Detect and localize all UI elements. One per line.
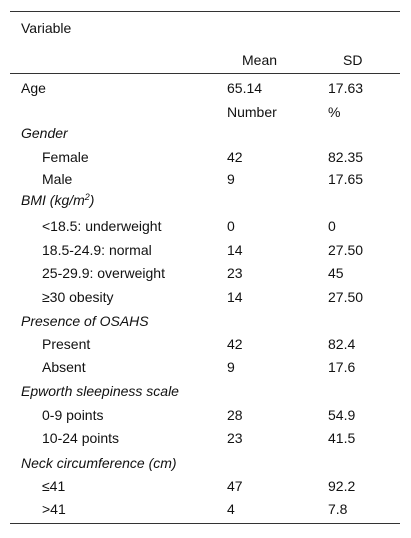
section-gender: Gender xyxy=(21,125,68,141)
osahs-present-number: 42 xyxy=(227,336,243,352)
header-sd: SD xyxy=(343,52,363,68)
osahs-absent-percent: 17.6 xyxy=(328,359,356,375)
neck-gt41-label: >41 xyxy=(42,501,66,517)
header-variable: Variable xyxy=(21,20,72,36)
header-mean: Mean xyxy=(242,52,278,68)
age-label: Age xyxy=(21,80,46,96)
neck-le41-percent: 92.2 xyxy=(328,478,356,494)
neck-gt41-number: 4 xyxy=(227,501,235,517)
epworth-low-label: 0-9 points xyxy=(42,407,104,423)
osahs-present-label: Present xyxy=(42,336,91,352)
epworth-high-number: 23 xyxy=(227,430,243,446)
bmi-overweight-percent: 45 xyxy=(328,265,344,281)
section-osahs: Presence of OSAHS xyxy=(21,313,149,329)
bmi-underweight-number: 0 xyxy=(227,218,235,234)
table-bottom-rule xyxy=(10,523,400,524)
bmi-obesity-label: ≥30 obesity xyxy=(42,289,114,305)
neck-gt41-percent: 7.8 xyxy=(328,501,348,517)
bmi-obesity-number: 14 xyxy=(227,289,243,305)
bmi-normal-number: 14 xyxy=(227,242,243,258)
age-sd: 17.63 xyxy=(328,80,364,96)
gender-male-percent: 17.65 xyxy=(328,171,364,187)
subheader-percent: % xyxy=(328,104,341,120)
bmi-underweight-label: <18.5: underweight xyxy=(42,218,162,234)
section-bmi: BMI (kg/m2) xyxy=(21,192,95,208)
bmi-obesity-percent: 27.50 xyxy=(328,289,364,305)
age-mean: 65.14 xyxy=(227,80,263,96)
section-epworth: Epworth sleepiness scale xyxy=(21,383,179,399)
neck-le41-label: ≤41 xyxy=(42,478,66,494)
bmi-normal-percent: 27.50 xyxy=(328,242,364,258)
characteristics-table: Variable Mean SD Age 65.14 17.63 Number … xyxy=(10,11,400,524)
gender-female-label: Female xyxy=(42,149,89,165)
bmi-overweight-number: 23 xyxy=(227,265,243,281)
gender-male-number: 9 xyxy=(227,171,235,187)
epworth-low-number: 28 xyxy=(227,407,243,423)
epworth-low-percent: 54.9 xyxy=(328,407,356,423)
gender-male-label: Male xyxy=(42,171,73,187)
subheader-number: Number xyxy=(227,104,277,120)
bmi-underweight-percent: 0 xyxy=(328,218,336,234)
section-neck: Neck circumference (cm) xyxy=(21,455,177,471)
gender-female-number: 42 xyxy=(227,149,243,165)
neck-le41-number: 47 xyxy=(227,478,243,494)
osahs-present-percent: 82.4 xyxy=(328,336,356,352)
osahs-absent-label: Absent xyxy=(42,359,86,375)
bmi-normal-label: 18.5-24.9: normal xyxy=(42,242,152,258)
osahs-absent-number: 9 xyxy=(227,359,235,375)
epworth-high-percent: 41.5 xyxy=(328,430,356,446)
table-top-rule xyxy=(10,11,400,12)
header-rule xyxy=(10,73,400,74)
bmi-overweight-label: 25-29.9: overweight xyxy=(42,265,165,281)
gender-female-percent: 82.35 xyxy=(328,149,364,165)
epworth-high-label: 10-24 points xyxy=(42,430,120,446)
